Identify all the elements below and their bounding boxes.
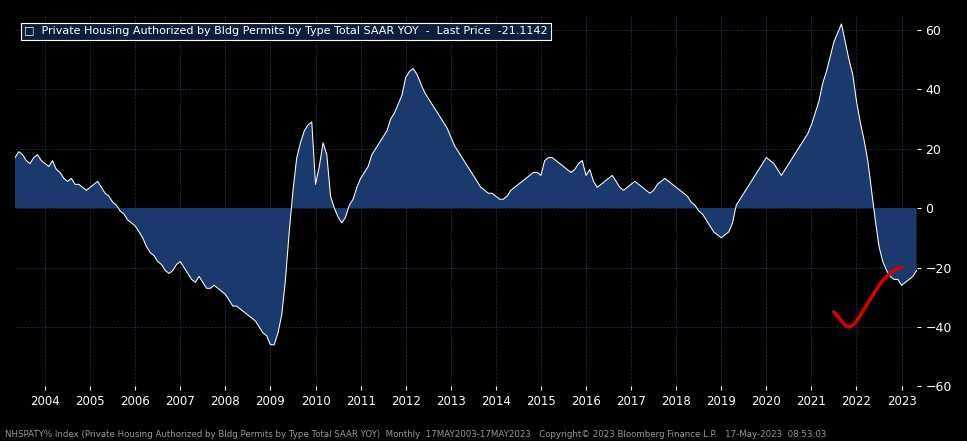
Text: NHSPATY% Index (Private Housing Authorized by Bldg Permits by Type Total SAAR YO: NHSPATY% Index (Private Housing Authoriz… xyxy=(5,430,826,439)
Text: □  Private Housing Authorized by Bldg Permits by Type Total SAAR YOY  -  Last Pr: □ Private Housing Authorized by Bldg Per… xyxy=(24,26,547,36)
